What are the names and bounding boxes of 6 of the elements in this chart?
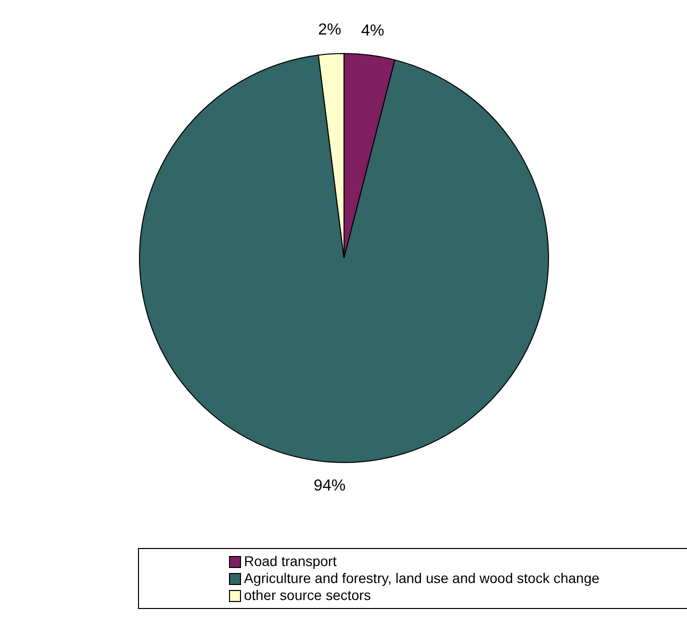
legend-label: other source sectors: [244, 587, 371, 604]
data-label: 4%: [360, 22, 384, 40]
data-label: 2%: [318, 21, 341, 38]
legend-label: Agriculture and forestry, land use and wood stock change: [244, 570, 600, 587]
legend-label: Road transport: [244, 553, 337, 570]
data-label: 94%: [313, 477, 346, 494]
